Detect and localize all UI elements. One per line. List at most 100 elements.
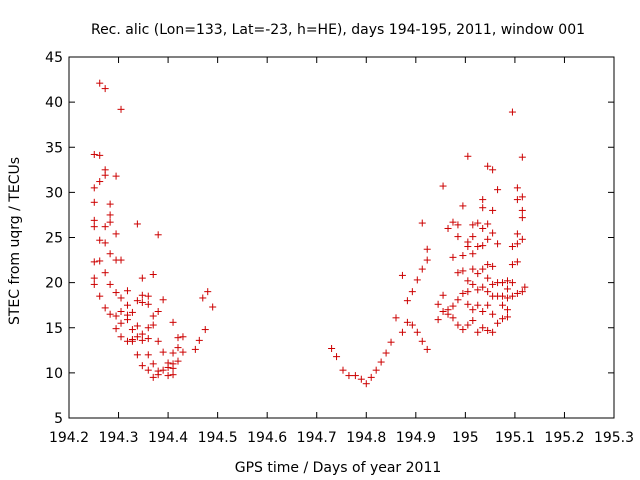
data-point-plus-marker — [484, 235, 492, 243]
data-point-plus-marker — [387, 338, 395, 346]
data-point-plus-marker — [367, 373, 375, 381]
data-point-plus-marker — [499, 301, 507, 309]
data-point-plus-marker — [133, 351, 141, 359]
y-tick-label: 30 — [45, 185, 63, 201]
data-point-plus-marker — [133, 297, 141, 305]
data-point-plus-marker — [154, 308, 162, 316]
data-point-plus-marker — [408, 321, 416, 329]
data-point-plus-marker — [474, 286, 482, 294]
data-point-plus-marker — [469, 265, 477, 273]
data-point-plus-marker — [174, 344, 182, 352]
data-point-plus-marker — [434, 316, 442, 324]
data-point-plus-marker — [164, 372, 172, 380]
data-point-plus-marker — [503, 306, 511, 314]
data-point-plus-marker — [439, 308, 447, 316]
data-point-plus-marker — [174, 357, 182, 365]
x-tick-label: 194.8 — [346, 430, 386, 446]
data-point-plus-marker — [90, 274, 98, 282]
y-tick-label: 45 — [45, 50, 63, 66]
data-point-plus-marker — [479, 324, 487, 332]
data-point-plus-marker — [144, 335, 152, 343]
data-point-plus-marker — [489, 262, 497, 270]
x-tick-label: 194.5 — [198, 430, 238, 446]
data-point-plus-marker — [408, 288, 416, 296]
x-tick-label: 194.2 — [49, 430, 89, 446]
data-point-plus-marker — [117, 333, 125, 341]
data-point-plus-marker — [117, 319, 125, 327]
data-point-plus-marker — [423, 345, 431, 353]
data-point-plus-marker — [138, 330, 146, 338]
data-point-plus-marker — [169, 364, 177, 372]
data-point-plus-marker — [434, 300, 442, 308]
data-point-plus-marker — [459, 289, 467, 297]
data-point-plus-marker — [398, 328, 406, 336]
data-point-plus-marker — [508, 261, 516, 269]
data-point-plus-marker — [464, 238, 472, 246]
data-point-plus-marker — [464, 288, 472, 296]
data-point-plus-marker — [101, 269, 109, 277]
data-points — [90, 79, 529, 388]
data-point-plus-marker — [474, 219, 482, 227]
data-point-plus-marker — [154, 231, 162, 239]
data-point-plus-marker — [164, 363, 172, 371]
data-point-plus-marker — [372, 366, 380, 374]
data-point-plus-marker — [96, 151, 104, 159]
data-point-plus-marker — [117, 294, 125, 302]
data-point-plus-marker — [489, 310, 497, 318]
data-point-plus-marker — [117, 308, 125, 316]
data-point-plus-marker — [449, 253, 457, 261]
data-point-plus-marker — [499, 292, 507, 300]
data-point-plus-marker — [469, 306, 477, 314]
data-point-plus-marker — [449, 302, 457, 310]
x-tick-label: 194.7 — [297, 430, 337, 446]
data-point-plus-marker — [191, 345, 199, 353]
data-point-plus-marker — [459, 202, 467, 210]
data-point-plus-marker — [479, 196, 487, 204]
data-point-plus-marker — [112, 312, 120, 320]
data-point-plus-marker — [494, 186, 502, 194]
data-point-plus-marker — [518, 193, 526, 201]
data-point-plus-marker — [123, 316, 131, 324]
data-point-plus-marker — [479, 242, 487, 250]
data-point-plus-marker — [112, 230, 120, 238]
data-point-plus-marker — [454, 269, 462, 277]
data-point-plus-marker — [503, 313, 511, 321]
data-point-plus-marker — [138, 274, 146, 282]
data-point-plus-marker — [464, 277, 472, 285]
data-point-plus-marker — [484, 288, 492, 296]
data-point-plus-marker — [489, 166, 497, 174]
x-tick-label: 195.1 — [495, 430, 535, 446]
y-tick-label: 35 — [45, 140, 63, 156]
data-point-plus-marker — [101, 304, 109, 312]
data-point-plus-marker — [439, 182, 447, 190]
data-point-plus-marker — [513, 289, 521, 297]
data-point-plus-marker — [138, 298, 146, 306]
data-point-plus-marker — [90, 223, 98, 231]
data-point-plus-marker — [513, 258, 521, 266]
data-point-plus-marker — [444, 224, 452, 232]
data-point-plus-marker — [149, 360, 157, 368]
data-point-plus-marker — [169, 371, 177, 379]
data-point-plus-marker — [469, 221, 477, 229]
data-point-plus-marker — [503, 285, 511, 293]
data-point-plus-marker — [459, 326, 467, 334]
data-point-plus-marker — [133, 333, 141, 341]
data-point-plus-marker — [209, 303, 217, 311]
data-point-plus-marker — [494, 319, 502, 327]
data-point-plus-marker — [106, 218, 114, 226]
y-axis-ticks: 5 10 15 20 25 30 35 40 45 — [45, 50, 614, 427]
data-point-plus-marker — [513, 184, 521, 192]
data-point-plus-marker — [112, 325, 120, 333]
data-point-plus-marker — [503, 277, 511, 285]
data-point-plus-marker — [423, 245, 431, 253]
data-point-plus-marker — [169, 318, 177, 326]
data-point-plus-marker — [518, 153, 526, 161]
data-point-plus-marker — [106, 211, 114, 219]
data-point-plus-marker — [479, 283, 487, 291]
data-point-plus-marker — [479, 308, 487, 316]
data-point-plus-marker — [518, 235, 526, 243]
data-point-plus-marker — [128, 308, 136, 316]
data-point-plus-marker — [149, 373, 157, 381]
data-point-plus-marker — [479, 224, 487, 232]
data-point-plus-marker — [418, 337, 426, 345]
